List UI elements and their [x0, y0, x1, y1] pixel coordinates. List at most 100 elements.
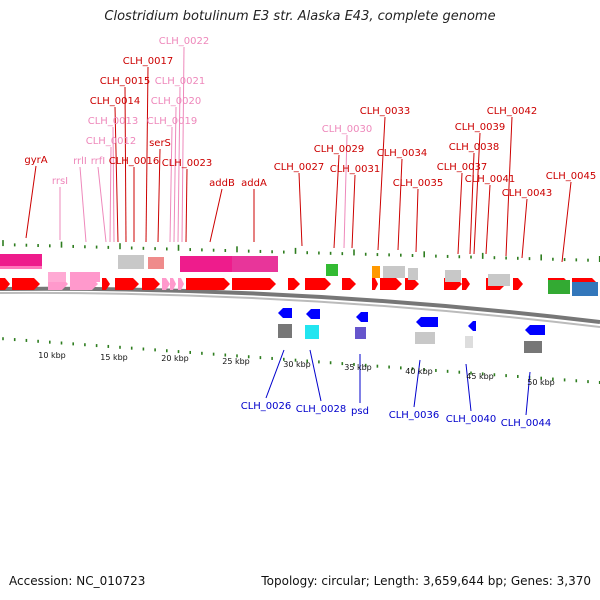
leader-line	[377, 116, 386, 251]
gene-label-top: CLH_0043	[502, 188, 553, 199]
leader-lines	[25, 46, 572, 416]
leader-line	[265, 349, 285, 399]
cds-arrow	[405, 278, 419, 290]
gene-label-top: CLH_0030	[322, 124, 373, 135]
gene-label-top: CLH_0029	[314, 144, 365, 155]
gene-label-top: CLH_0020	[151, 96, 202, 107]
leader-line	[298, 172, 303, 247]
scale-label: 10 kbp	[38, 351, 66, 360]
gene-label-top: CLH_0038	[449, 142, 500, 153]
gene-label-bottom: psd	[351, 406, 369, 417]
gene-label-top: CLH_0042	[487, 106, 538, 117]
cds-arrow	[170, 278, 176, 290]
leader-line	[181, 46, 185, 243]
leader-line	[185, 168, 188, 243]
gene-label-top: rrsI	[52, 176, 68, 187]
leader-line	[109, 146, 112, 243]
gene-label-top: CLH_0034	[377, 148, 428, 159]
cds-arrow	[0, 278, 10, 290]
feature-block	[48, 272, 66, 282]
gene-label-top: CLH_0037	[437, 162, 488, 173]
gene-label-bottom: CLH_0036	[389, 410, 440, 421]
bottom-ticks	[2, 337, 600, 384]
feature-block	[232, 256, 278, 272]
scale-label: 40 kbp	[405, 367, 433, 376]
cds-arrow	[162, 278, 170, 290]
accession-text: Accession: NC_010723	[9, 574, 146, 588]
reverse-arrow	[468, 321, 476, 331]
leader-line	[333, 154, 340, 249]
leader-line	[157, 148, 161, 243]
gene-label-bottom: CLH_0040	[446, 414, 497, 425]
gene-label-top: addA	[241, 178, 267, 189]
leader-line	[505, 116, 513, 257]
gene-label-bottom: CLH_0044	[501, 418, 552, 429]
reverse-block	[355, 327, 366, 339]
gene-label-top: addB	[209, 178, 235, 189]
scale-labels: 10 kbp 15 kbp 20 kbp 25 kbp 30 kbp 35 kbp 40 k…	[38, 351, 555, 387]
leader-line	[465, 363, 472, 412]
cds-arrow	[186, 278, 230, 290]
leader-line	[457, 172, 463, 255]
cds-arrow	[372, 278, 378, 290]
cds-arrow	[115, 278, 139, 290]
gene-label-top: serS	[149, 138, 171, 149]
leader-line	[145, 66, 149, 243]
leader-line	[561, 181, 572, 263]
gene-label-top: CLH_0041	[465, 174, 516, 185]
scale-label: 45 kbp	[466, 372, 494, 381]
reverse-block	[415, 332, 435, 344]
reverse-block	[465, 336, 473, 348]
scale-label: 25 kbp	[222, 357, 250, 366]
cds-arrow	[232, 278, 276, 290]
feature-block	[148, 257, 164, 269]
leader-line	[413, 359, 421, 408]
leader-line	[112, 126, 115, 243]
reverse-arrow	[525, 325, 545, 335]
gene-label-top: CLH_0027	[274, 162, 325, 173]
leader-line	[351, 174, 356, 249]
gene-label-top: rrlI	[73, 156, 87, 167]
leader-line	[521, 198, 528, 259]
cds-arrow	[288, 278, 300, 290]
reverse-arrow	[356, 312, 368, 322]
gene-label-top: CLH_0016	[109, 156, 160, 167]
reverse-block	[305, 325, 319, 339]
gene-label-top: CLH_0013	[88, 116, 139, 127]
genome-summary-text: Topology: circular; Length: 3,659,644 bp…	[261, 574, 591, 588]
leader-line	[415, 188, 419, 253]
feature-block	[118, 255, 144, 269]
leader-line	[397, 158, 403, 251]
gene-label-top: CLH_0015	[100, 76, 151, 87]
gene-label-top: CLH_0031	[330, 164, 381, 175]
scale-label: 20 kbp	[161, 354, 189, 363]
cds-arrow	[178, 278, 184, 290]
leader-line	[525, 371, 531, 416]
feature-block	[372, 266, 380, 278]
gene-label-top: CLH_0014	[90, 96, 141, 107]
cds-arrow	[462, 278, 470, 290]
leader-line	[473, 132, 481, 255]
scale-label: 15 kbp	[100, 353, 128, 362]
gene-label-top: CLH_0017	[123, 56, 174, 67]
feature-block	[408, 268, 418, 280]
leader-line	[97, 166, 107, 243]
cds-arrow	[142, 278, 160, 290]
leader-line	[485, 184, 491, 255]
reverse-arrow	[278, 308, 292, 318]
genome-backbone-inner	[0, 291, 600, 328]
leader-line	[124, 86, 127, 243]
top-gene-labels: gyrA rrsI rrlI rrfI CLH_0012 CLH_0013 CLH_0014…	[24, 36, 596, 199]
feature-block	[70, 272, 100, 282]
feature-block	[383, 266, 405, 278]
leader-line	[79, 166, 87, 243]
feature-block	[572, 282, 598, 296]
scale-label: 30 kbp	[283, 360, 311, 369]
cds-arrow	[342, 278, 356, 290]
bottom-gene-labels: CLH_0026 CLH_0028 psd CLH_0036 CLH_0040 CLH_0…	[241, 401, 552, 429]
feature-block	[0, 254, 42, 266]
gene-label-top: CLH_0039	[455, 122, 506, 133]
leader-line	[177, 86, 181, 243]
reverse-block	[524, 341, 542, 353]
